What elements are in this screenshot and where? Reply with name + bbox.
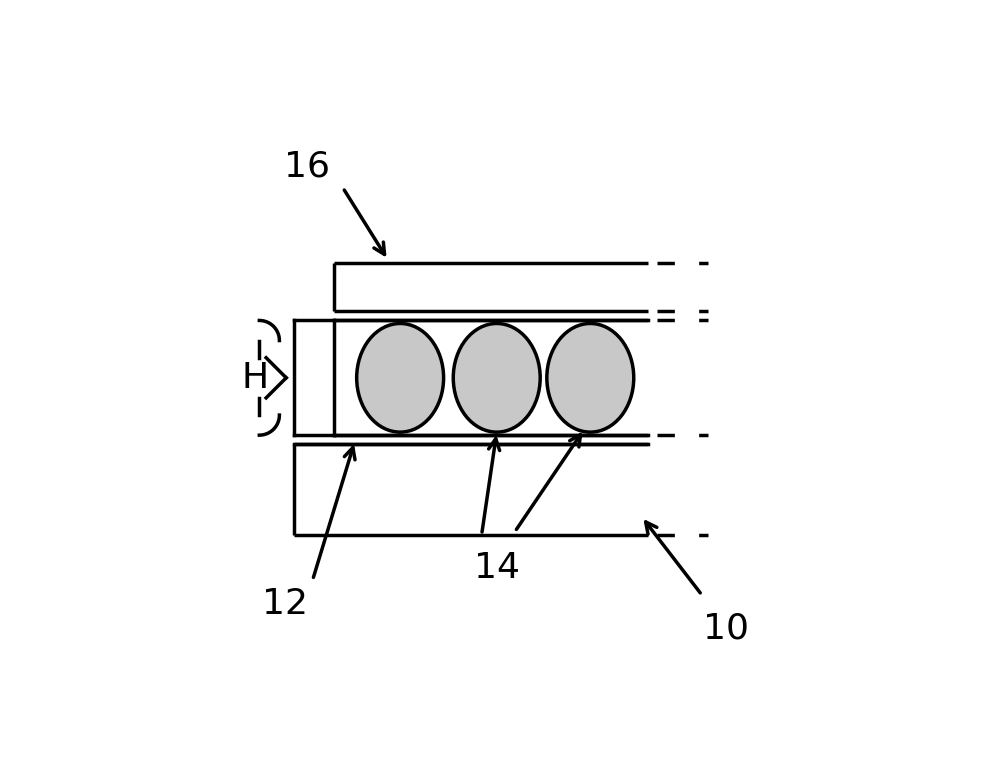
Text: 12: 12 xyxy=(263,587,308,621)
Text: H: H xyxy=(241,361,269,395)
Ellipse shape xyxy=(357,324,443,432)
Text: 10: 10 xyxy=(703,612,749,645)
Ellipse shape xyxy=(453,324,541,432)
Ellipse shape xyxy=(546,324,634,432)
Text: 16: 16 xyxy=(284,150,330,183)
Text: 14: 14 xyxy=(474,551,520,585)
